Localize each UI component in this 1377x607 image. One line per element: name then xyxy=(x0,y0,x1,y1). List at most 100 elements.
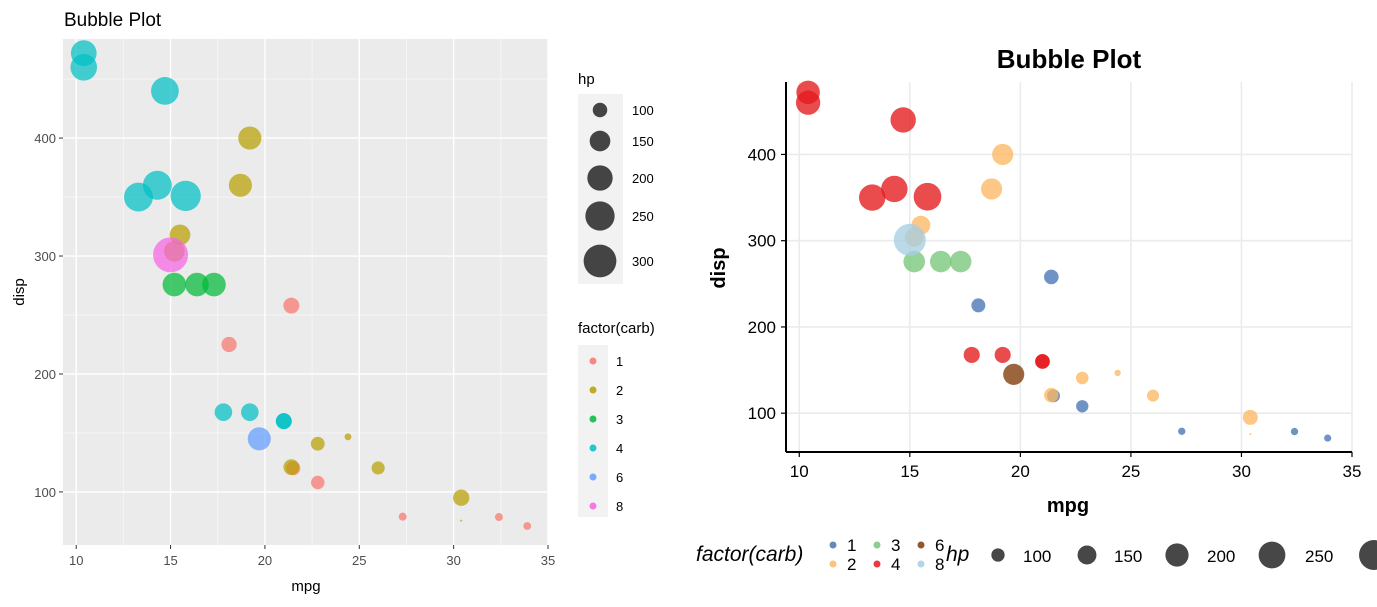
right-y-ticks: 100 200 300 400 xyxy=(748,145,786,423)
left-bubble-point xyxy=(344,433,352,441)
left-size-legend-label: 150 xyxy=(632,134,654,149)
right-bubble-point xyxy=(881,175,908,203)
right-bubble-point xyxy=(1035,354,1050,369)
left-y-axis-label: disp xyxy=(11,278,28,306)
right-bubble-point xyxy=(1290,427,1299,436)
right-x-tick-label: 20 xyxy=(1011,462,1030,481)
left-bubble-point xyxy=(162,272,187,297)
left-bubble-point xyxy=(283,459,300,476)
left-bubble-point xyxy=(311,475,325,490)
left-size-legend-key xyxy=(589,130,611,152)
left-bubble-point xyxy=(151,77,179,105)
left-chart: 10 15 20 25 30 35 100 200 300 400 Bubble Plot mp… xyxy=(11,10,655,595)
left-color-legend-keys-background xyxy=(578,345,608,517)
left-size-legend-label: 100 xyxy=(632,103,654,118)
right-color-legend-label: 6 xyxy=(935,536,944,555)
right-bubble-point xyxy=(859,184,886,211)
left-color-legend-key xyxy=(589,386,597,394)
right-color-legend-key xyxy=(917,560,925,568)
right-bubble-point xyxy=(1178,427,1186,435)
right-bubble-point xyxy=(890,107,916,133)
right-bubble-point xyxy=(963,346,980,363)
left-x-tick-label: 30 xyxy=(446,553,460,568)
right-size-legend-label: 100 xyxy=(1023,547,1051,566)
left-bubble-point xyxy=(460,519,463,522)
right-x-tick-label: 15 xyxy=(900,462,919,481)
right-size-legend-key xyxy=(991,548,1005,562)
left-bubble-point xyxy=(202,272,226,297)
left-bubble-point xyxy=(247,427,271,451)
right-y-tick-label: 400 xyxy=(748,145,776,164)
right-size-legend-key xyxy=(1165,543,1189,567)
left-x-tick-label: 35 xyxy=(541,553,555,568)
left-bubble-point xyxy=(70,54,98,81)
right-bubble-point xyxy=(795,90,821,115)
right-bubble-point xyxy=(981,178,1003,200)
left-size-legend-title: hp xyxy=(578,71,595,88)
right-chart: 10 15 20 25 30 35 100 200 300 400 Bubble Plot mp… xyxy=(696,44,1377,574)
left-size-legend-label: 200 xyxy=(632,171,654,186)
left-color-legend-key xyxy=(589,502,597,510)
right-bubble-point xyxy=(1003,363,1025,385)
right-x-ticks: 10 15 20 25 30 35 xyxy=(790,452,1361,481)
right-bubble-point xyxy=(1324,434,1332,442)
left-color-legend-label: 2 xyxy=(616,383,623,398)
right-bubble-point xyxy=(949,250,972,273)
left-x-tick-label: 25 xyxy=(352,553,366,568)
right-chart-title: Bubble Plot xyxy=(997,44,1142,74)
right-y-axis-label: disp xyxy=(708,247,730,288)
left-color-legend-key xyxy=(589,415,597,423)
right-color-legend: factor(carb) 12 34 68 xyxy=(696,536,944,574)
right-points xyxy=(795,80,1332,442)
right-bubble-point xyxy=(994,346,1011,363)
left-color-legend: factor(carb) 1 2 3 4 6 8 xyxy=(578,320,655,517)
left-bubble-point xyxy=(214,403,233,421)
right-bubble-point xyxy=(1076,400,1089,413)
right-y-tick-label: 200 xyxy=(748,318,776,337)
left-gridlines xyxy=(63,39,549,545)
right-size-legend-label: 150 xyxy=(1114,547,1142,566)
left-x-tick-label: 20 xyxy=(258,553,272,568)
left-bubble-point xyxy=(185,272,209,297)
right-size-legend-label: 250 xyxy=(1305,547,1333,566)
left-bubble-point xyxy=(371,461,385,475)
left-panel-background xyxy=(63,39,548,545)
right-color-legend-label: 2 xyxy=(847,555,856,574)
left-size-legend-key xyxy=(583,244,617,278)
left-color-legend-label: 8 xyxy=(616,499,623,514)
right-size-legend-key xyxy=(1359,540,1377,570)
right-bubble-point xyxy=(992,143,1014,166)
left-color-legend-label: 1 xyxy=(616,354,623,369)
right-bubble-point xyxy=(1114,369,1121,377)
left-color-legend-label: 4 xyxy=(616,441,623,456)
left-points xyxy=(70,40,532,530)
left-x-tick-label: 15 xyxy=(163,553,177,568)
left-x-tick-label: 10 xyxy=(69,553,83,568)
left-color-legend-key xyxy=(589,357,597,365)
left-chart-title: Bubble Plot xyxy=(64,10,162,31)
right-bubble-point xyxy=(929,250,952,273)
left-bubble-point xyxy=(494,513,503,522)
left-bubble-point xyxy=(398,512,407,521)
left-bubble-point xyxy=(228,173,252,197)
right-size-legend-label: 200 xyxy=(1207,547,1235,566)
left-color-legend-title: factor(carb) xyxy=(578,320,655,337)
right-gridlines xyxy=(786,82,1353,452)
left-y-tick-label: 400 xyxy=(34,131,56,146)
right-bubble-point xyxy=(1147,389,1160,402)
left-bubble-point xyxy=(523,522,532,530)
right-color-legend-label: 8 xyxy=(935,555,944,574)
right-color-legend-label: 3 xyxy=(891,536,900,555)
right-size-legend: hp 100 150 200 250 xyxy=(946,540,1377,570)
left-bubble-point xyxy=(453,489,470,506)
right-bubble-point xyxy=(971,298,986,313)
left-bubble-point xyxy=(283,297,300,314)
right-bubble-point xyxy=(1044,387,1059,403)
right-color-legend-title: factor(carb) xyxy=(696,543,803,566)
left-size-legend-key xyxy=(592,102,608,118)
right-bubble-point xyxy=(913,182,942,211)
left-bubble-point xyxy=(310,436,325,451)
right-size-legend-title: hp xyxy=(946,543,969,566)
